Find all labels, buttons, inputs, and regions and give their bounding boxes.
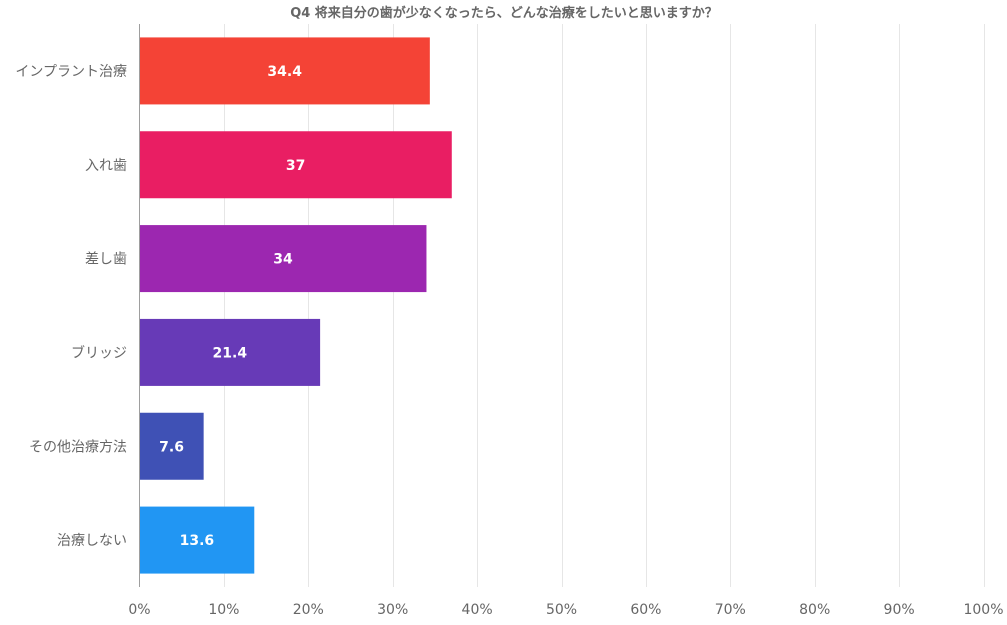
axes: 0% 10% 20% 30% 40% 50% 60% 70% 80% 90% 100% インプラント治…: [15, 24, 1004, 618]
category-label: 入れ歯: [85, 158, 127, 174]
x-tick-label: 70%: [715, 602, 746, 618]
x-tick-label: 60%: [630, 602, 661, 618]
gridlines: [224, 24, 985, 587]
category-label: 差し歯: [85, 252, 127, 268]
bar: [139, 37, 430, 105]
bar: [139, 318, 321, 386]
category-label: その他治療方法: [29, 438, 127, 455]
data-label: 7.6: [159, 439, 184, 455]
x-tick-label: 40%: [462, 602, 493, 618]
x-tick-label: 30%: [377, 602, 408, 618]
category-label: インプラント治療: [15, 63, 127, 80]
bars: 34.4 37 34 21.4 7.6 13.6: [139, 37, 452, 574]
data-label: 21.4: [213, 345, 248, 361]
bar: [139, 225, 427, 293]
data-label: 13.6: [180, 533, 215, 549]
bar: [139, 131, 452, 199]
data-label: 34: [273, 252, 293, 268]
x-tick-label: 50%: [546, 602, 577, 618]
x-tick-label: 80%: [799, 602, 830, 618]
x-tick-label: 10%: [208, 602, 239, 618]
data-label: 34.4: [267, 64, 302, 80]
bar: [139, 412, 204, 480]
chart-title: Q4 将来自分の歯が少なくなったら、どんな治療をしたいと思いますか？: [290, 5, 718, 21]
category-label: ブリッジ: [71, 344, 127, 361]
x-tick-label: 100%: [963, 602, 1003, 618]
data-label: 37: [286, 158, 305, 174]
category-label: 治療しない: [57, 532, 127, 549]
bar: [139, 506, 255, 574]
x-tick-label: 0%: [128, 602, 150, 618]
x-tick-label: 90%: [884, 602, 915, 618]
x-tick-label: 20%: [293, 602, 324, 618]
